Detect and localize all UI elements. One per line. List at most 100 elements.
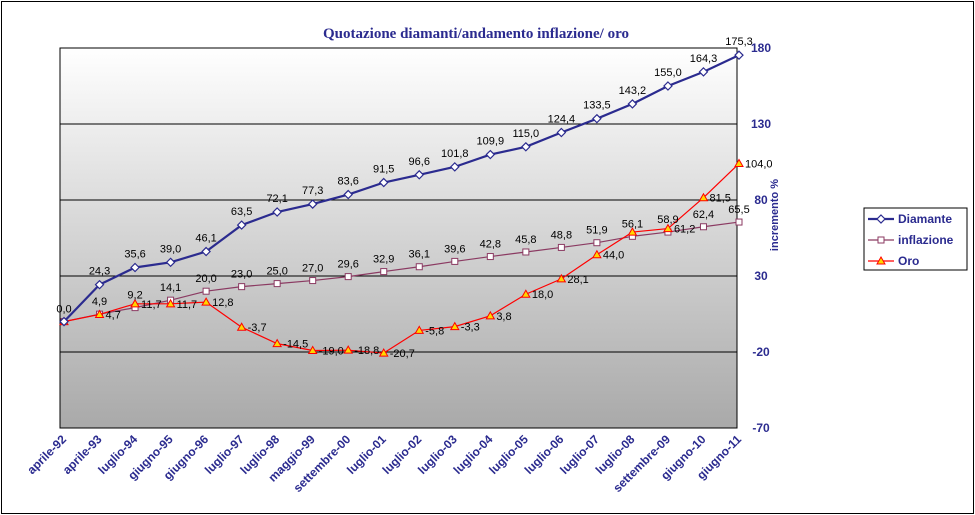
legend-label-inflazione: inflazione [898, 233, 954, 247]
point-Diamante [94, 279, 105, 290]
data-label-Diamante: 164,3 [690, 53, 718, 65]
data-label-Diamante: 39,0 [160, 243, 181, 255]
data-label-Diamante: 96,6 [409, 156, 430, 168]
data-label-inflazione: 4,9 [92, 296, 107, 308]
legend-label-Diamante: Diamante [898, 212, 952, 226]
point-Oro [520, 289, 531, 298]
point-Oro [272, 338, 283, 348]
point-Diamante [592, 113, 602, 124]
point-inflazione [273, 280, 281, 288]
data-label-Oro: -14,5 [283, 339, 308, 351]
series-line-inflazione [63, 221, 740, 323]
data-label-inflazione: 48,8 [551, 229, 572, 241]
data-label-Diamante: 35,6 [124, 248, 145, 260]
point-Diamante [520, 141, 531, 152]
point-inflazione [238, 283, 246, 291]
data-label-Diamante: 133,5 [583, 100, 611, 112]
point-inflazione [522, 248, 530, 256]
legend-marker-Oro [876, 255, 886, 265]
data-label-Oro: 61,2 [674, 224, 695, 236]
data-label-Diamante: 46,1 [195, 233, 216, 245]
data-label-inflazione: 23,0 [231, 269, 252, 281]
y-tick-label: 30 [754, 269, 768, 283]
point-Oro [734, 158, 744, 168]
data-label-Oro: 11,7 [177, 299, 198, 311]
legend-marker-inflazione [877, 236, 885, 244]
point-Oro [414, 325, 425, 334]
data-label-inflazione: 9,2 [127, 290, 142, 302]
data-label-Diamante: 143,2 [619, 85, 647, 97]
point-inflazione [202, 287, 210, 295]
point-Oro [449, 321, 460, 331]
data-label-Oro: -19,0 [319, 345, 344, 357]
data-label-inflazione: 32,9 [373, 254, 394, 266]
series-group [59, 50, 744, 357]
point-inflazione [557, 243, 565, 251]
point-Diamante [201, 246, 211, 257]
point-Oro [165, 298, 176, 308]
point-Diamante [307, 199, 318, 209]
point-inflazione [451, 257, 459, 265]
data-label-inflazione: 51,9 [586, 225, 607, 237]
data-label-inflazione: 56,1 [622, 218, 643, 230]
point-Oro [130, 298, 140, 308]
point-Oro [627, 227, 638, 236]
data-label-Oro: 44,0 [603, 250, 624, 262]
legend-label-Oro: Oro [898, 254, 919, 268]
point-Diamante [449, 162, 460, 172]
data-label-inflazione: 27,0 [302, 263, 323, 275]
point-Oro [378, 348, 389, 357]
data-label-Oro: 104,0 [745, 159, 773, 171]
data-label-Oro: 4,7 [106, 309, 121, 321]
data-label-inflazione: 36,1 [409, 249, 430, 261]
data-label-Diamante: 63,5 [231, 206, 252, 218]
point-Diamante [627, 99, 638, 109]
point-inflazione [344, 273, 352, 281]
data-label-Diamante: 77,3 [302, 185, 323, 197]
data-label-inflazione: 14,1 [160, 282, 181, 294]
data-label-Oro: 18,0 [532, 289, 553, 301]
point-Oro [556, 273, 567, 283]
data-label-Diamante: 24,3 [89, 266, 110, 278]
point-Oro [236, 322, 247, 331]
point-inflazione [593, 239, 601, 247]
data-label-inflazione: 0,0 [56, 304, 71, 316]
point-Diamante [663, 81, 673, 91]
point-Oro [592, 249, 602, 259]
point-Diamante [59, 316, 69, 327]
point-Oro [94, 309, 105, 318]
data-label-Diamante: 91,5 [373, 164, 394, 176]
point-Diamante [343, 189, 354, 200]
data-label-Diamante: 155,0 [654, 67, 682, 79]
point-inflazione [415, 263, 423, 271]
data-label-Oro: 3,8 [496, 311, 511, 323]
y-tick-label: -20 [752, 345, 770, 359]
point-inflazione [486, 253, 494, 261]
data-label-inflazione: 29,6 [337, 259, 358, 271]
point-Diamante [165, 257, 176, 268]
data-label-Oro: 12,8 [212, 297, 233, 309]
data-label-Oro: -3,7 [248, 322, 267, 334]
point-Diamante [734, 50, 744, 60]
chart-title: Quotazione diamanti/andamento inflazione… [323, 26, 629, 42]
point-inflazione [699, 223, 707, 231]
series-inflazione [60, 218, 743, 326]
legend-item-inflazione: inflazione [868, 233, 954, 247]
point-Diamante [698, 67, 709, 77]
series-Diamante [59, 50, 744, 327]
data-label-Oro: -3,3 [461, 322, 480, 334]
data-label-Oro: -5,8 [425, 325, 444, 337]
data-label-Diamante: 124,4 [548, 114, 576, 126]
series-line-Oro [63, 163, 740, 354]
data-label-inflazione: 42,8 [480, 239, 501, 251]
data-label-inflazione: 25,0 [266, 266, 287, 278]
legend: Diamante inflazione Oro [863, 207, 968, 271]
data-label-Oro: 81,5 [709, 193, 730, 205]
y-tick-label: 180 [751, 41, 771, 55]
point-inflazione [380, 268, 388, 276]
series-line-Diamante [63, 54, 740, 323]
point-Oro [698, 192, 709, 202]
y-axis-label: incremento % [769, 179, 781, 251]
